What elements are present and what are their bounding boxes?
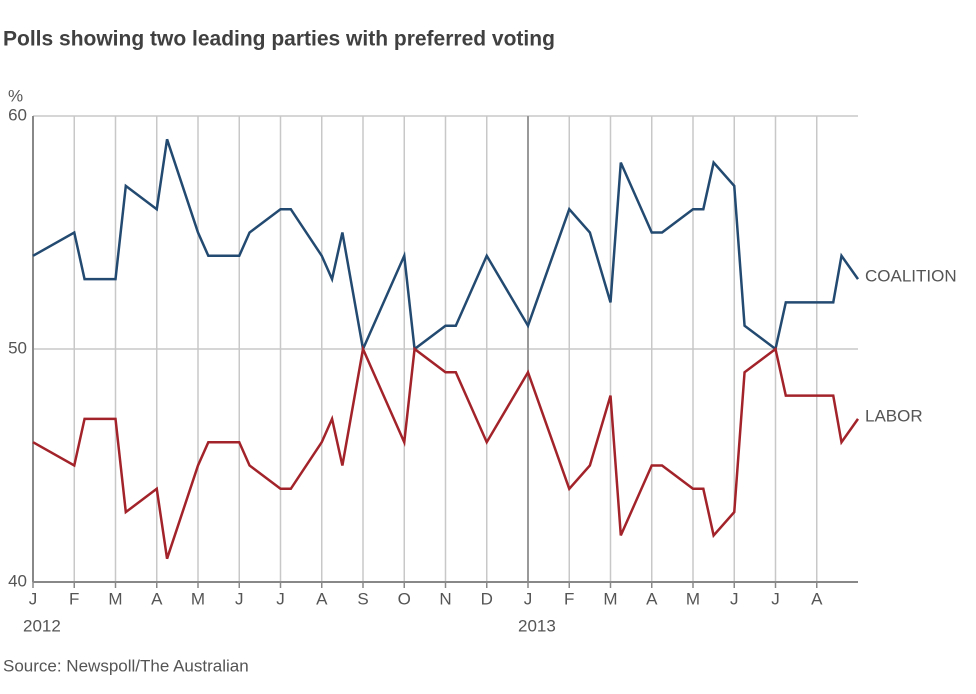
x-tick-label: M [686,589,700,608]
x-tick-label: M [191,589,205,608]
x-tick-label: J [235,589,244,608]
x-tick-label: F [564,589,574,608]
source: Source: Newspoll/The Australian [3,656,249,675]
x-tick-label: J [730,589,739,608]
y-axis-label: % [8,86,23,105]
y-tick-label: 60 [8,105,27,124]
x-tick-label: N [439,589,451,608]
year-label: 2013 [518,616,556,635]
x-tick-label: A [646,589,658,608]
series-label: LABOR [865,406,923,425]
year-label: 2012 [23,616,61,635]
series-line [32,344,860,560]
x-tick-label: M [108,589,122,608]
x-tick-label: J [771,589,780,608]
x-tick-label: A [811,589,823,608]
x-tick-label: O [398,589,411,608]
y-tick-label: 40 [8,571,27,590]
y-tick-label: 50 [8,338,27,357]
x-tick-label: S [357,589,368,608]
x-tick-label: J [29,589,38,608]
x-tick-label: A [316,589,328,608]
series-line [32,138,860,354]
x-tick-label: M [603,589,617,608]
x-tick-label: J [524,589,533,608]
x-tick-label: D [481,589,493,608]
x-tick-label: F [69,589,79,608]
x-tick-label: A [151,589,163,608]
series-label: COALITION [865,267,957,286]
x-tick-label: J [276,589,285,608]
chart-title: Polls showing two leading parties with p… [3,28,555,51]
